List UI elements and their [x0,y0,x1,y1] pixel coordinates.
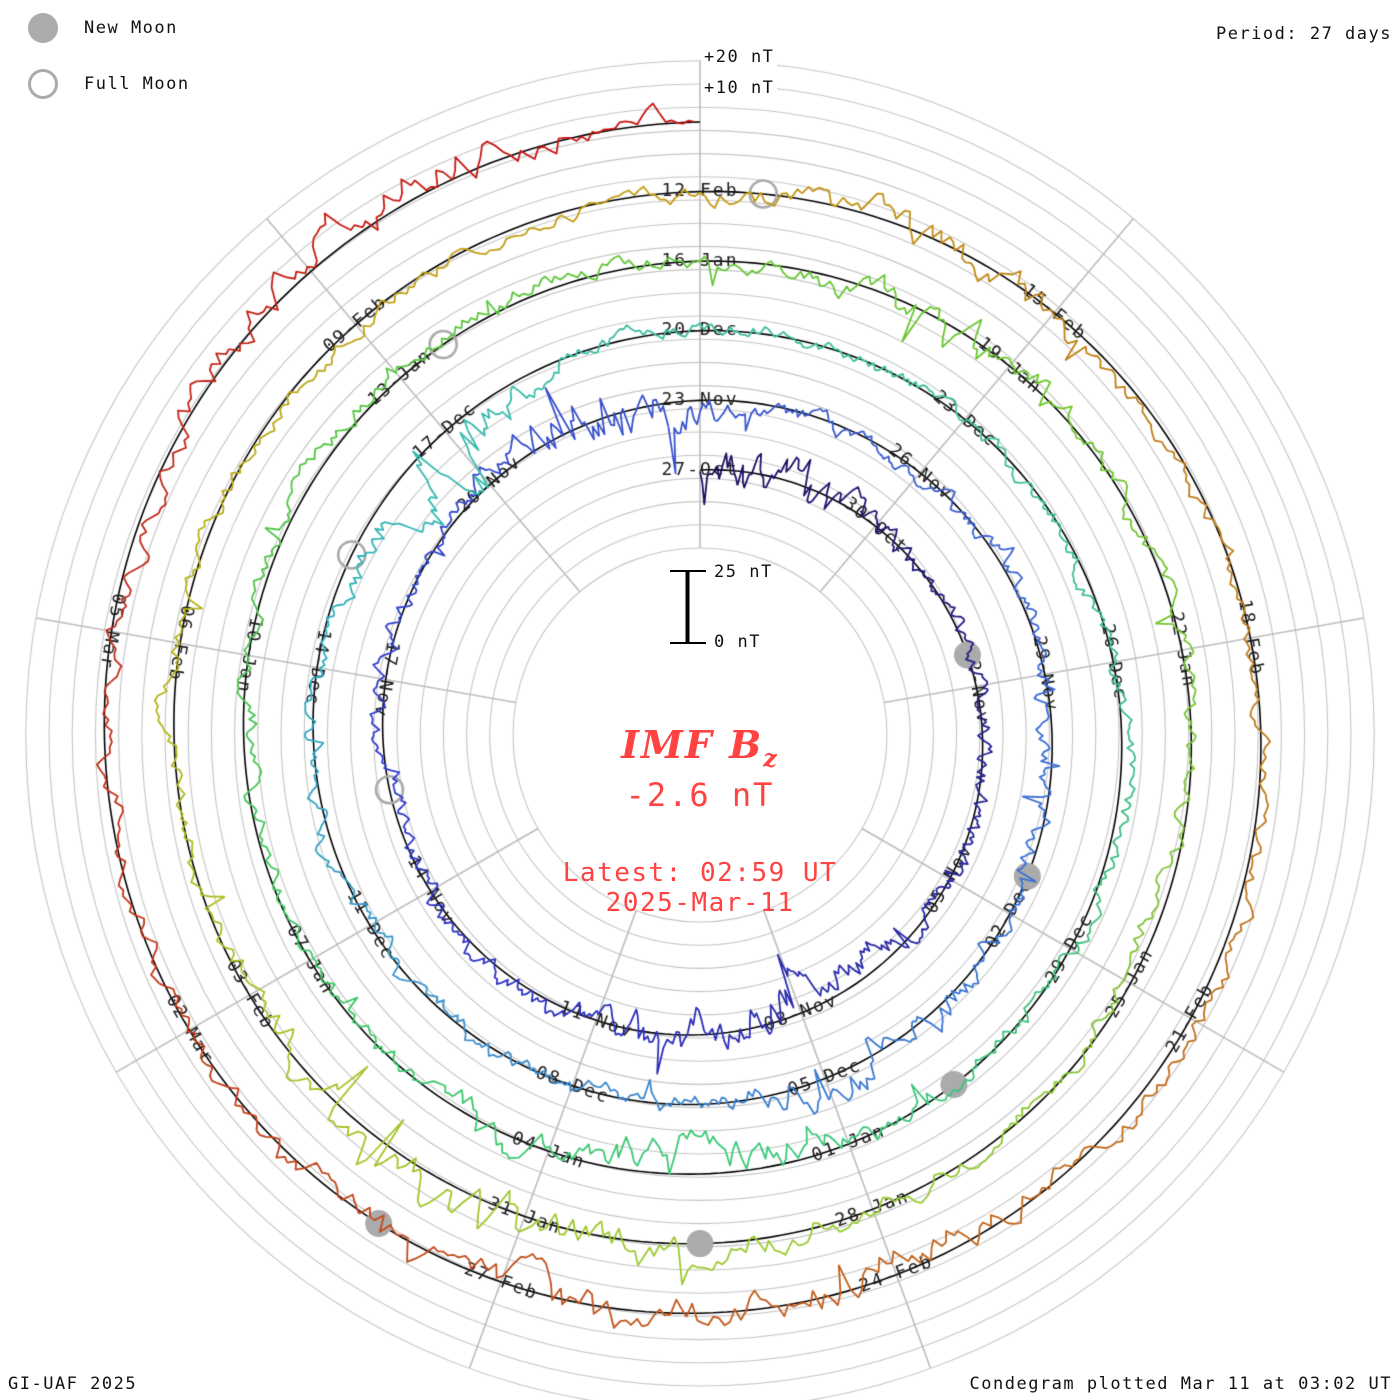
chart-title-main: IMF B [621,722,764,767]
scale-bar [670,570,706,644]
latest-date: 2025-Mar-11 [605,888,795,918]
scale-bar-top-label: 25 nT [714,562,773,582]
scale-bar-bottom-label: 0 nT [714,632,761,652]
legend-full-moon: Full Moon [28,69,190,99]
credit-label: GI-UAF 2025 [8,1374,138,1394]
grid-label-plus10: +10 nT [701,78,778,98]
latest-time: Latest: 02:59 UT [562,858,838,888]
legend-new-moon: New Moon [28,13,178,43]
full-moon-label: Full Moon [84,74,190,94]
grid-label-plus20: +20 nT [701,47,778,67]
chart-title-sub: z [763,743,779,773]
new-moon-icon [28,13,58,43]
current-value: -2.6 nT [625,776,775,814]
plotted-timestamp: Condegram plotted Mar 11 at 03:02 UT [969,1374,1392,1394]
period-label: Period: 27 days [1215,24,1392,44]
new-moon-label: New Moon [84,18,178,38]
chart-title: IMF Bz [0,722,1400,773]
full-moon-icon [28,69,58,99]
